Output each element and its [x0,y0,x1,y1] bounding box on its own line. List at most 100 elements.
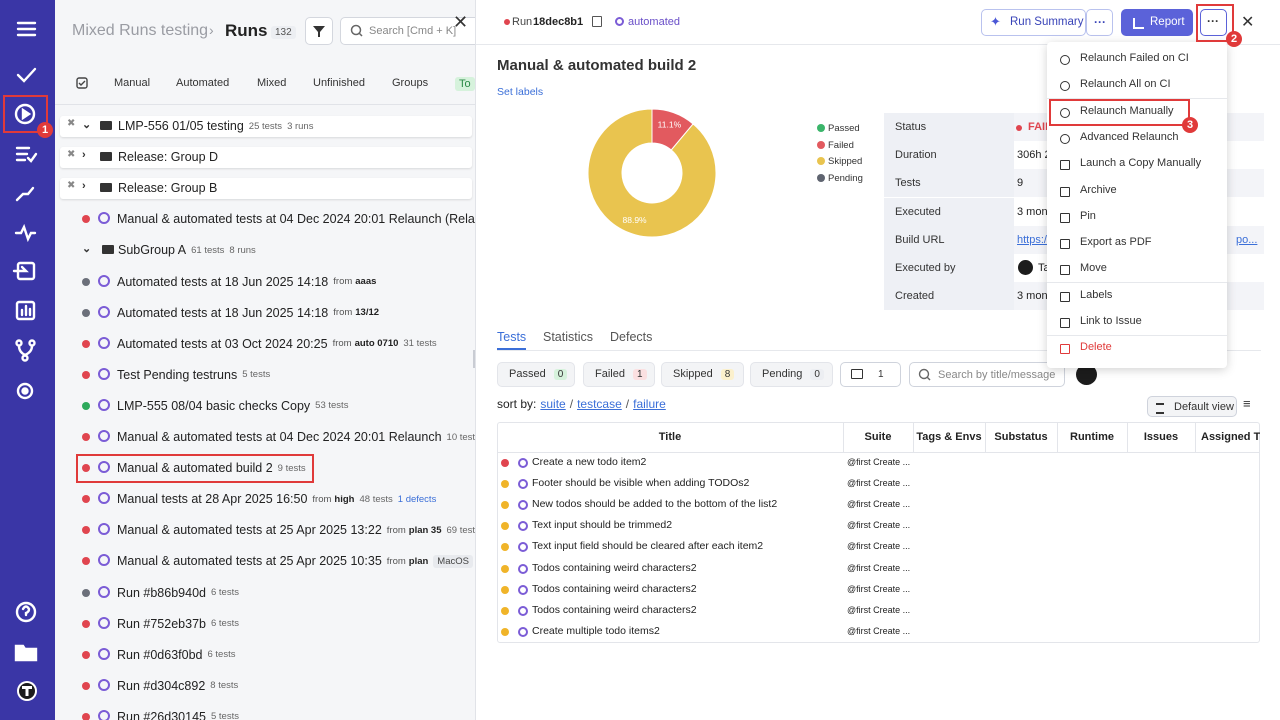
info-label: Executed by [895,262,956,274]
menu-item[interactable]: Relaunch All on CI [1080,78,1171,91]
badge: 3 [1182,117,1198,133]
defects-link[interactable]: 1 defects [397,493,437,505]
run-meta: 9 tests [277,462,306,474]
column-header: Tags & Envs [916,431,982,443]
avatar [1018,260,1033,275]
info-value[interactable]: https:// [1017,233,1051,246]
test-title[interactable]: Todos containing weird characters2 [532,561,697,574]
chevron[interactable]: › [82,180,86,193]
set-labels[interactable]: Set labels [497,86,544,98]
menu-item[interactable]: Relaunch Manually [1080,104,1174,117]
test-suite: @first Create ... [847,625,911,636]
more-button[interactable]: ··· [1086,9,1113,36]
status-filter[interactable]: Pending 0 [750,362,833,387]
test-type-icon [518,605,528,616]
copy-icon[interactable] [592,16,602,27]
filter-tab[interactable]: Manual [114,77,151,89]
filter-tab[interactable]: Automated [176,77,230,89]
close-button[interactable]: ✕ [1241,14,1255,31]
menu-item[interactable]: Pin [1080,209,1096,222]
run-row[interactable]: Run #752eb37b 6 tests [117,616,239,632]
run-summary-button[interactable]: ✦ Run Summary [981,9,1086,36]
content-tab[interactable]: Defects [610,330,653,344]
test-title[interactable]: Todos containing weird characters2 [532,603,697,616]
info-tail[interactable]: po... [1236,233,1258,246]
status-dot [501,522,509,531]
test-title[interactable]: Create multiple todo items2 [532,624,660,637]
filter-tab[interactable]: Unfinished [313,77,365,89]
status-dot [82,370,90,379]
search-box[interactable]: Search [Cmd + K] [340,17,475,45]
menu-item[interactable]: Delete [1080,341,1112,354]
run-row[interactable]: Release: Group B [118,180,217,196]
actions-button[interactable]: ··· [1200,9,1227,36]
menu-item[interactable]: Archive [1080,183,1117,196]
filter-tab[interactable]: Groups [392,77,429,89]
test-type-icon [518,584,528,595]
run-row[interactable]: Automated tests at 18 Jun 2025 14:18 from… [117,305,379,321]
run-row[interactable]: Release: Group D [118,149,218,165]
filter-tab[interactable]: Mixed [257,77,287,89]
chevron[interactable]: › [82,149,86,162]
report-button[interactable]: Report [1121,9,1193,36]
filter-button[interactable] [305,17,333,45]
status-dot [82,215,90,224]
content-tab[interactable]: Tests [497,330,527,344]
run-meta: 6 tests [210,587,239,598]
run-row[interactable]: LMP-556 01/05 testing 25 tests 3 runs [118,118,313,134]
menu-item[interactable]: Move [1080,262,1107,275]
test-title[interactable]: Create a new todo item2 [532,456,647,468]
run-row[interactable]: Run #26d30145 5 tests [117,709,239,720]
folder-icon [100,121,112,130]
close-button[interactable]: ✕ [453,12,469,32]
run-row[interactable]: Manual & automated tests at 04 Dec 2024 … [117,211,475,227]
filter-tab[interactable]: To [455,77,475,91]
run-id[interactable]: 18dec8b1 [533,16,584,28]
chevron[interactable]: ⌄ [82,119,92,131]
menu-item[interactable]: Export as PDF [1080,236,1152,249]
status-filter[interactable]: Failed 1 [583,362,655,387]
run-row[interactable]: Manual & automated tests at 04 Dec 2024 … [117,429,475,445]
chevron[interactable]: ⌄ [82,243,92,256]
sort-option[interactable]: suite [540,397,566,411]
run-row[interactable]: Run #0d63f0bd 6 tests [117,647,236,663]
breadcrumb[interactable]: Mixed Runs testing [72,22,209,39]
sort-option[interactable]: failure [633,397,666,411]
menu-item[interactable]: Relaunch Failed on CI [1080,52,1189,64]
test-title[interactable]: Todos containing weird characters2 [532,582,697,595]
run-meta: 61 tests [191,244,225,256]
content-tab[interactable]: Statistics [543,330,594,344]
menu-icon [1060,344,1070,355]
test-title[interactable]: New todos should be added to the bottom … [532,498,778,511]
test-title[interactable]: Text input should be trimmed2 [532,519,673,532]
comments-filter[interactable]: 1 [840,362,901,387]
menu-separator [1047,282,1227,284]
run-row[interactable]: Manual & automated tests at 25 Apr 2025 … [117,553,473,569]
menu-item[interactable]: Labels [1080,288,1113,301]
run-row[interactable]: Manual & automated tests at 25 Apr 2025 … [117,522,475,538]
run-row[interactable]: SubGroup A 61 tests 8 runs [118,242,256,258]
status-dot [501,459,509,467]
run-row[interactable]: Automated tests at 18 Jun 2025 14:18 from… [117,274,376,290]
test-title[interactable]: Footer should be visible when adding TOD… [532,477,750,490]
column-header: Suite [864,431,892,443]
menu-item[interactable]: Launch a Copy Manually [1080,157,1202,170]
info-label: Executed [895,205,941,218]
run-row[interactable]: Run #d304c892 8 tests [117,678,238,694]
test-title[interactable]: Text input field should be cleared after… [532,540,764,553]
run-row[interactable]: LMP-555 08/04 basic checks Copy 53 tests [117,398,348,414]
status-filter[interactable]: Skipped 8 [661,362,744,387]
menu-item[interactable]: Advanced Relaunch [1080,130,1179,143]
column-border [843,422,844,452]
status-filter[interactable]: Passed 0 [497,362,575,387]
run-row[interactable]: Manual tests at 28 Apr 2025 16:50 from hig… [117,491,436,507]
run-row[interactable]: Test Pending testruns 5 tests [117,367,270,383]
menu-item[interactable]: Link to Issue [1080,315,1142,327]
run-row[interactable]: Manual & automated build 2 9 tests [117,460,306,476]
run-row[interactable]: Run #b86b940d 6 tests [117,585,239,601]
run-row[interactable]: Automated tests at 03 Oct 2024 20:25 from… [117,336,437,352]
test-search[interactable]: Search by title/message [909,362,1065,387]
settings-icon[interactable]: ≡ [1243,396,1251,411]
sort-option[interactable]: testcase [577,397,622,411]
view-select[interactable]: Default view [1147,396,1237,417]
